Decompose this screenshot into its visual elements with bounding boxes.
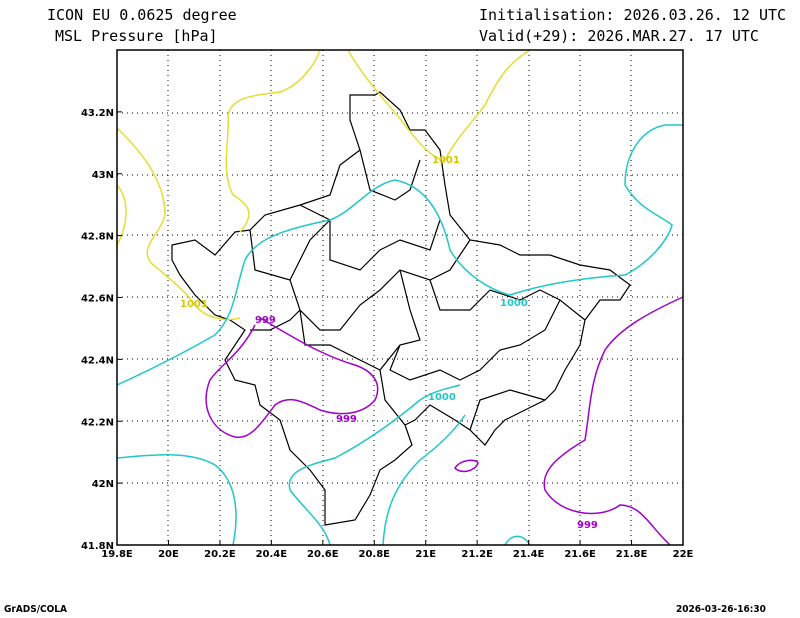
contour-label: 999 [336, 414, 357, 425]
grads-credit: GrADS/COLA [4, 604, 67, 615]
contour-1000-b [116, 453, 237, 546]
contour-1000-e [504, 535, 531, 546]
variable-title: MSL Pressure [hPa] [55, 27, 218, 45]
y-tick-label: 42N [92, 479, 114, 490]
contour-1001-c [225, 49, 321, 233]
x-tick-label: 21.6E [564, 549, 596, 560]
axis-ticks: 19.8E 20E 20.2E 20.4E 20.6E 20.8E 21E 21.2E 21.4… [81, 108, 694, 560]
y-tick-label: 42.2N [81, 417, 114, 428]
contour-1000-a [116, 124, 683, 386]
y-tick-label: 43.2N [81, 108, 114, 119]
contour-label: 999 [577, 520, 598, 531]
x-tick-label: 20.2E [204, 549, 236, 560]
contour-1001-b [116, 184, 127, 246]
contour-label: 999 [255, 315, 276, 326]
x-tick-label: 19.8E [101, 549, 133, 560]
contour-label: 1000 [428, 392, 456, 403]
contour-999-c [454, 459, 479, 473]
x-tick-label: 21.2E [461, 549, 493, 560]
x-tick-label: 21E [415, 549, 436, 560]
contour-label: 1000 [500, 298, 528, 309]
contour-label: 1001 [432, 155, 460, 166]
y-tick-label: 43N [92, 170, 114, 181]
admin-borders [171, 91, 631, 526]
x-tick-label: 20.4E [256, 549, 288, 560]
x-tick-label: 20E [158, 549, 179, 560]
y-tick-label: 42.8N [81, 232, 114, 243]
x-tick-label: 20.8E [359, 549, 391, 560]
contour-999-b [543, 296, 684, 546]
map-frame [116, 49, 684, 546]
model-title: ICON EU 0.0625 degree [47, 6, 237, 24]
valid-time: Valid(+29): 2026.MAR.27. 17 UTC [479, 27, 759, 45]
plot-timestamp: 2026-03-26-16:30 [676, 604, 766, 615]
contour-1001-a [116, 127, 241, 321]
x-tick-label: 22E [673, 549, 694, 560]
x-tick-label: 21.8E [616, 549, 648, 560]
y-tick-label: 42.4N [81, 355, 114, 366]
contour-label: 1001 [180, 299, 208, 310]
x-tick-label: 21.4E [513, 549, 545, 560]
y-tick-label: 42.6N [81, 294, 114, 305]
init-time: Initialisation: 2026.03.26. 12 UTC [479, 6, 787, 24]
grid-lines [117, 50, 683, 545]
contour-1001-d [347, 49, 531, 161]
contour-999-a [205, 317, 379, 439]
contour-1000-d [382, 414, 466, 546]
contour-1000-c [288, 384, 461, 546]
y-tick-label: 41.8N [81, 541, 114, 552]
contour-labels: 1001 1001 1000 1000 999 999 999 [180, 155, 598, 531]
x-tick-label: 20.6E [307, 549, 339, 560]
